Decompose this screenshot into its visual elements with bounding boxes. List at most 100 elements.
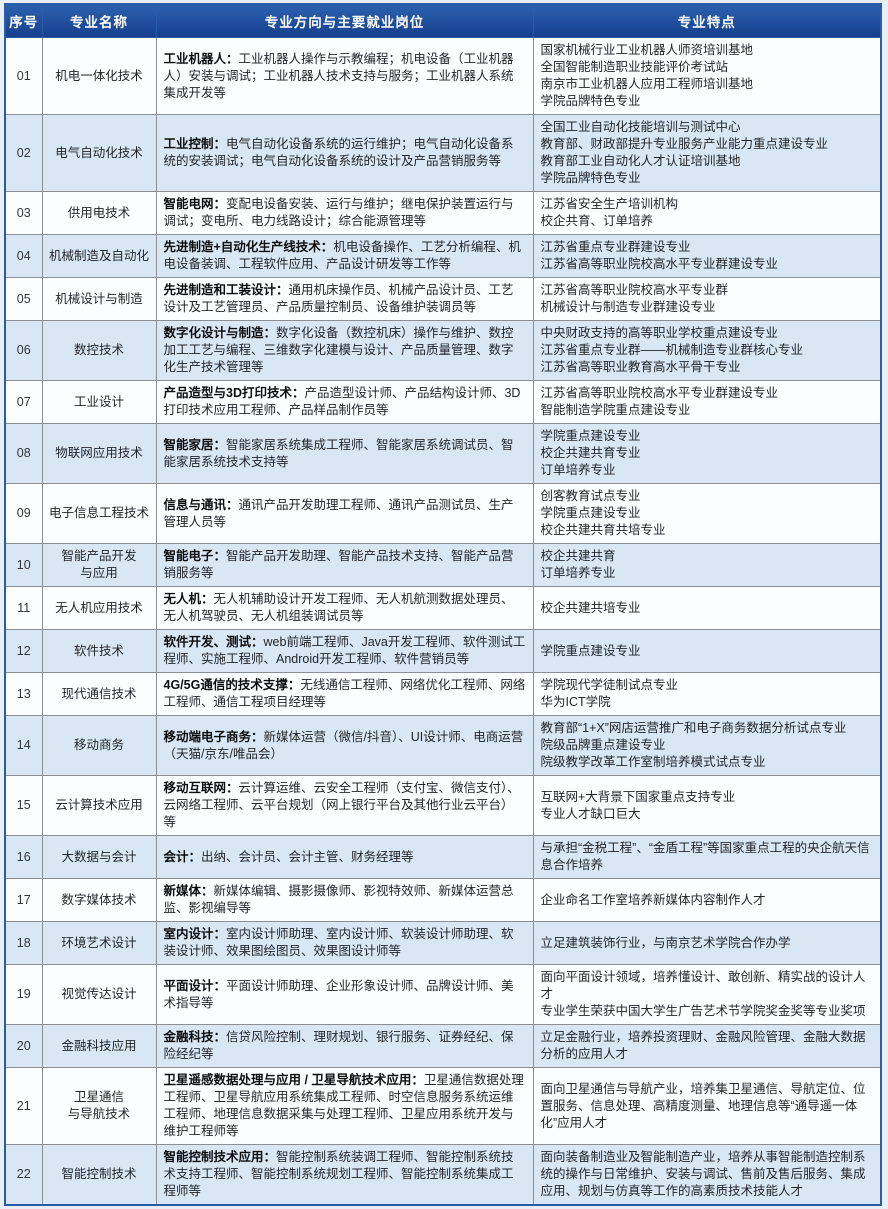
major-direction: 先进制造+自动化生产线技术：机电设备操作、工艺分析编程、机电设备装调、工程软件应… [155, 234, 534, 278]
major-features: 江苏省重点专业群建设专业 江苏省高等职业院校高水平专业群建设专业 [532, 234, 882, 278]
row-number: 13 [4, 672, 43, 716]
major-name-line: 金融科技应用 [61, 1038, 137, 1053]
direction-title: 产品造型与3D打印技术： [163, 386, 305, 400]
row-number: 15 [4, 775, 43, 836]
feature-line: 全国工业自动化技能培训与测试中心 [540, 120, 741, 134]
major-name-line: 软件技术 [73, 643, 124, 658]
major-name-line: 现代通信技术 [61, 686, 137, 701]
direction-title: 智能控制技术应用： [163, 1150, 277, 1164]
major-name-line: 云计算技术应用 [55, 798, 143, 812]
table-row: 16 大数据与会计 会计：出纳、会计员、会计主管、财务经理等 与承担“金税工程”、“金… [4, 835, 882, 879]
table-row: 01 机电一体化技术 工业机器人：工业机器人操作与示教编程；机电设备（工业机器人）安… [4, 37, 882, 115]
major-name: 无人机应用技术 [41, 586, 157, 630]
feature-line: 江苏省重点专业群建设专业 [540, 240, 691, 254]
major-direction: 智能电子：智能产品开发助理、智能产品技术支持、智能产品营销服务等 [155, 543, 534, 587]
table-header: 序号 专业名称 专业方向与主要就业岗位 专业特点 [4, 3, 882, 38]
major-name: 环境艺术设计 [41, 921, 157, 965]
major-name: 移动商务 [41, 715, 157, 776]
table-row: 18 环境艺术设计 室内设计：室内设计师助理、室内设计师、软装设计师助理、软装设计师… [4, 921, 882, 965]
feature-line: 订单培养专业 [540, 566, 616, 580]
major-name-line: 工业设计 [73, 394, 124, 409]
major-direction: 金融科技：信贷风险控制、理财规划、银行服务、证券经纪、保险经纪等 [155, 1024, 534, 1068]
major-name-line: 数字媒体技术 [61, 892, 137, 907]
major-name-line: 机械制造及自动化 [48, 248, 149, 263]
feature-line: 创客教育试点专业 [540, 489, 641, 503]
major-name-line: 无人机应用技术 [55, 600, 143, 615]
feature-line: 面向卫星通信与导航产业，培养集卫星通信、导航定位、位置服务、信息处理、高精度测量… [540, 1081, 866, 1130]
feature-line: 江苏省安全生产培训机构 [540, 197, 679, 211]
feature-line: 面向平面设计领域，培养懂设计、敢创新、精实战的设计人才 [540, 970, 866, 1001]
direction-title: 会计： [163, 849, 202, 864]
major-features: 学院重点建设专业 校企共建共育专业 订单培养专业 [532, 423, 882, 484]
direction-title: 先进制造+自动化生产线技术： [163, 240, 334, 254]
feature-line: 智能制造学院重点建设专业 [540, 403, 691, 417]
feature-line: 教育部、财政部提升专业服务产业能力重点建设专业 [540, 137, 829, 151]
feature-line: 学院现代学徒制试点专业 [540, 678, 679, 692]
direction-title: 无人机： [163, 592, 214, 606]
major-name-line: 机电一体化技术 [55, 68, 143, 83]
table-row: 13 现代通信技术 4G/5G通信的技术支撑：无线通信工程师、网络优化工程师、网络工… [4, 672, 882, 716]
table-row: 20 金融科技应用 金融科技：信贷风险控制、理财规划、银行服务、证券经纪、保险经纪等… [4, 1024, 882, 1068]
table-row: 17 数字媒体技术 新媒体：新媒体编辑、摄影摄像师、影视特效师、新媒体运营总监、影视… [4, 878, 882, 922]
major-name-line: 大数据与会计 [61, 849, 137, 864]
feature-line: 全国智能制造职业技能评价考试站 [540, 60, 729, 74]
major-name: 智能产品开发 与应用 [41, 543, 157, 587]
major-name: 卫星通信 与导航技术 [41, 1067, 157, 1145]
table-body: 01 机电一体化技术 工业机器人：工业机器人操作与示教编程；机电设备（工业机器人）安… [4, 37, 882, 1206]
table-row: 09 电子信息工程技术 信息与通讯：通讯产品开发助理工程师、通讯产品测试员、生产管理… [4, 483, 882, 544]
row-number: 05 [4, 277, 43, 321]
feature-line: 校企共建共育专业 [540, 446, 641, 460]
major-name-line: 电子信息工程技术 [48, 506, 149, 520]
feature-line: 校企共建共培专业 [540, 600, 641, 615]
row-number: 08 [4, 423, 43, 484]
col-header-no: 序号 [4, 3, 43, 38]
major-features: 国家机械行业工业机器人师资培训基地 全国智能制造职业技能评价考试站 南京市工业机器人… [532, 37, 882, 115]
table-row: 11 无人机应用技术 无人机：无人机辅助设计开发工程师、无人机航测数据处理员、无人机… [4, 586, 882, 630]
major-name: 现代通信技术 [41, 672, 157, 716]
major-features: 全国工业自动化技能培训与测试中心 教育部、财政部提升专业服务产业能力重点建设专业教… [532, 114, 882, 192]
direction-title: 智能电网： [163, 197, 227, 211]
table-row: 15 云计算技术应用 移动互联网：云计算运维、云安全工程师（支付宝、微信支付）、云网… [4, 775, 882, 836]
major-name: 数控技术 [41, 320, 157, 381]
feature-line: 学院重点建设专业 [540, 506, 641, 520]
col-header-features: 专业特点 [532, 3, 882, 38]
major-name: 大数据与会计 [41, 835, 157, 879]
row-number: 09 [4, 483, 43, 544]
major-direction: 智能控制技术应用：智能控制系统装调工程师、智能控制系统技术支持工程师、智能控制系… [155, 1144, 534, 1206]
direction-title: 4G/5G通信的技术支撑： [163, 678, 301, 692]
feature-line: 中央财政支持的高等职业学校重点建设专业 [540, 326, 779, 340]
major-name-line: 机械设计与制造 [55, 291, 143, 306]
feature-line: 江苏省重点专业群——机械制造专业群核心专业 [540, 343, 804, 357]
major-direction: 移动端电子商务：新媒体运营（微信/抖音）、UI设计师、电商运营（天猫/京东/唯品… [155, 715, 534, 776]
table-row: 02 电气自动化技术 工业控制：电气自动化设备系统的运行维护；电气自动化设备系统的安… [4, 114, 882, 192]
direction-title: 卫星遥感数据处理与应用 / 卫星导航技术应用： [163, 1073, 424, 1087]
row-number: 06 [4, 320, 43, 381]
major-features: 校企共建共育 订单培养专业 [532, 543, 882, 587]
major-direction: 无人机：无人机辅助设计开发工程师、无人机航测数据处理员、无人机驾驶员、无人机组装… [155, 586, 534, 630]
major-name-line: 供用电技术 [67, 205, 131, 220]
major-direction: 智能电网：变配电设备安装、运行与维护；继电保护装置运行与调试；变电所、电力线路设… [155, 191, 534, 235]
major-features: 与承担“金税工程”、“金盾工程”等国家重点工程的央企航天信息合作培养 [532, 835, 882, 879]
feature-line: 订单培养专业 [540, 463, 616, 477]
majors-table: 序号 专业名称 专业方向与主要就业岗位 专业特点 01 机电一体化技术 工业机器人：… [4, 3, 882, 1206]
feature-line: 专业学生荣获中国大学生广告艺术节学院奖金奖等专业奖项 [540, 1004, 866, 1018]
feature-line: 南京市工业机器人应用工程师培训基地 [540, 77, 754, 91]
major-features: 企业命名工作室培养新媒体内容制作人才 [532, 878, 882, 922]
direction-title: 室内设计： [163, 927, 227, 941]
feature-line: 立足建筑装饰行业，与南京艺术学院合作办学 [540, 935, 791, 950]
major-features: 校企共建共培专业 [532, 586, 882, 630]
major-direction: 新媒体：新媒体编辑、摄影摄像师、影视特效师、新媒体运营总监、影视编导等 [155, 878, 534, 922]
major-name: 智能控制技术 [41, 1144, 157, 1206]
major-name: 金融科技应用 [41, 1024, 157, 1068]
direction-title: 信息与通讯： [163, 497, 239, 512]
row-number: 19 [4, 964, 43, 1025]
major-name-line: 电气自动化技术 [55, 145, 143, 160]
major-direction: 卫星遥感数据处理与应用 / 卫星导航技术应用：卫星通信数据处理工程师、卫星导航应… [155, 1067, 534, 1145]
feature-line: 江苏省高等职业院校高水平专业群建设专业 [540, 386, 779, 400]
feature-line: 专业人才缺口巨大 [540, 806, 641, 821]
row-number: 14 [4, 715, 43, 776]
major-name: 机械制造及自动化 [41, 234, 157, 278]
table-row: 03 供用电技术 智能电网：变配电设备安装、运行与维护；继电保护装置运行与调试；变电… [4, 191, 882, 235]
major-features: 学院现代学徒制试点专业 华为ICT学院 [532, 672, 882, 716]
